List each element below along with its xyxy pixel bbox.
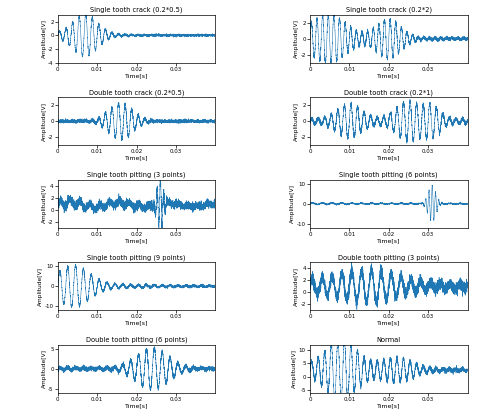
- Y-axis label: Amplitude[V]: Amplitude[V]: [291, 184, 295, 223]
- X-axis label: Time[s]: Time[s]: [377, 403, 401, 408]
- Y-axis label: Amplitude[V]: Amplitude[V]: [42, 19, 47, 58]
- X-axis label: Time[s]: Time[s]: [125, 156, 148, 161]
- Y-axis label: Amplitude[V]: Amplitude[V]: [294, 102, 299, 141]
- Y-axis label: Amplitude[V]: Amplitude[V]: [293, 349, 297, 388]
- Y-axis label: Amplitude[V]: Amplitude[V]: [38, 267, 43, 306]
- X-axis label: Time[s]: Time[s]: [377, 321, 401, 326]
- X-axis label: Time[s]: Time[s]: [125, 238, 148, 243]
- Y-axis label: Amplitude[V]: Amplitude[V]: [42, 349, 47, 388]
- X-axis label: Time[s]: Time[s]: [377, 238, 401, 243]
- Title: Single tooth pitting (3 points): Single tooth pitting (3 points): [87, 172, 186, 178]
- Title: Double tooth pitting (3 points): Double tooth pitting (3 points): [338, 255, 440, 261]
- X-axis label: Time[s]: Time[s]: [125, 73, 148, 78]
- Title: Single tooth crack (0.2*0.5): Single tooth crack (0.2*0.5): [91, 7, 183, 13]
- Title: Normal: Normal: [377, 337, 401, 343]
- X-axis label: Time[s]: Time[s]: [125, 403, 148, 408]
- Title: Double tooth pitting (6 points): Double tooth pitting (6 points): [86, 337, 187, 344]
- Title: Double tooth crack (0.2*0.5): Double tooth crack (0.2*0.5): [89, 89, 185, 96]
- Title: Single tooth pitting (6 points): Single tooth pitting (6 points): [339, 172, 438, 178]
- X-axis label: Time[s]: Time[s]: [125, 321, 148, 326]
- Y-axis label: Amplitude[V]: Amplitude[V]: [294, 19, 299, 58]
- X-axis label: Time[s]: Time[s]: [377, 73, 401, 78]
- Title: Single tooth pitting (9 points): Single tooth pitting (9 points): [87, 255, 186, 261]
- Y-axis label: Amplitude[V]: Amplitude[V]: [42, 102, 47, 141]
- Y-axis label: Amplitude[V]: Amplitude[V]: [294, 267, 299, 306]
- Title: Single tooth crack (0.2*2): Single tooth crack (0.2*2): [346, 7, 432, 13]
- Y-axis label: Amplitude[V]: Amplitude[V]: [42, 184, 47, 223]
- Title: Double tooth crack (0.2*1): Double tooth crack (0.2*1): [344, 89, 433, 96]
- X-axis label: Time[s]: Time[s]: [377, 156, 401, 161]
